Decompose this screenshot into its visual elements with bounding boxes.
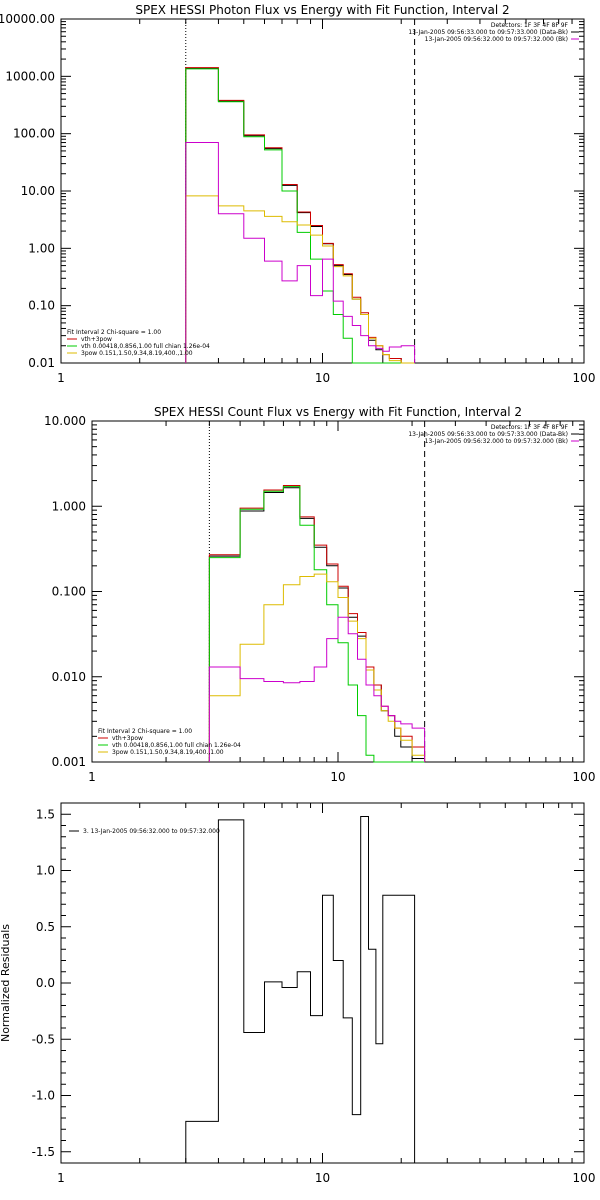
y-tick-label: 10.000 [44,414,86,428]
x-tick-label: 10 [315,1171,330,1185]
chart-title: SPEX HESSI Photon Flux vs Energy with Fi… [135,3,509,17]
x-tick-label: 1 [57,371,65,385]
y-tick-label: 0.10 [28,299,55,313]
x-tick-label: 1 [88,770,96,784]
legend-tr-item: 13-Jan-2005 09:56:32.000 to 09:57:32.000… [425,36,568,43]
x-tick-label: 10 [315,371,330,385]
y-tick-label: 100.00 [13,127,55,141]
legend-bl-item: Fit Interval 2 Chi-square = 1.00 [67,329,161,336]
y-tick-label: 0.100 [52,585,86,599]
y-tick-label: 1.00 [28,241,55,255]
series-3pow [185,195,415,364]
y-tick-label: 10000.00 [0,12,55,26]
panel-1: SPEX HESSI Photon Flux vs Energy with Fi… [0,3,595,385]
y-tick-label: 0.010 [52,670,86,684]
x-tick-label: 100 [573,770,596,784]
y-tick-label: 0.001 [52,755,86,769]
series-vth-3pow [185,67,415,364]
series-vth-3pow [208,485,426,762]
series-bk [185,142,416,363]
y-tick-label: -0.5 [32,1032,55,1046]
legend-bl-item: 3pow 0.151,1.50,9.34,8.19,400.,1.00 [112,749,224,756]
y-tick-label: 0.0 [36,976,55,990]
y-tick-label: 1.5 [36,807,55,821]
x-tick-label: 100 [573,1171,596,1185]
legend-tr-item: 13-Jan-2005 09:56:33.000 to 09:57:33.000… [408,29,568,36]
legend-bl-item: 3pow 0.151,1.50,9.34,8.19,400.,1.00 [81,350,193,357]
legend-tr-item: Detectors: 1F 3F 4F 8F 9F [491,22,569,29]
legend-tr-item: Detectors: 1F 3F 4F 8F 9F [491,424,569,431]
legend-bl-item: vth 0.00418,0.856,1.00 full chian 1.26e-… [112,742,241,749]
series-data-bk [185,67,415,364]
y-tick-label: 1.0 [36,864,55,878]
y-tick-label: 0.5 [36,920,55,934]
series-residuals [185,816,416,1163]
series-vth [185,68,415,364]
legend-tl-item: 3. 13-Jan-2005 09:56:32.000 to 09:57:32.… [83,828,220,835]
legend-bl-item: vth 0.00418,0.856,1.00 full chian 1.26e-… [81,343,210,350]
x-tick-label: 1 [57,1171,65,1185]
y-tick-label: -1.0 [32,1089,55,1103]
panel-2: SPEX HESSI Count Flux vs Energy with Fit… [44,405,595,784]
series-3pow [208,573,426,762]
plot-frame [60,18,585,364]
y-tick-label: 1000.00 [5,69,55,83]
legend-tr-item: 13-Jan-2005 09:56:32.000 to 09:57:32.000… [425,438,568,445]
x-tick-label: 10 [330,770,345,784]
x-tick-label: 100 [573,371,596,385]
legend-bl-item: vth+3pow [112,735,143,742]
y-tick-label: 1.000 [52,499,86,513]
y-tick-label: 10.00 [21,184,55,198]
series-vth [208,486,425,763]
series-bk [208,616,426,762]
legend-bl-item: vth+3pow [81,336,112,343]
y-axis-label: Normalized Residuals [0,924,12,1042]
y-tick-label: 0.01 [28,356,55,370]
y-tick-label: -1.5 [32,1145,55,1159]
series-data-bk [208,487,426,762]
panel-3: 1 10 100 -1.5 -1.0 -0.5 0.0 0.5 1.0 1.5 Normalized… [0,802,596,1185]
legend-tr-item: 13-Jan-2005 09:56:33.000 to 09:57:33.000… [408,431,568,438]
chart-title: SPEX HESSI Count Flux vs Energy with Fit… [154,405,522,419]
legend-bl-item: Fit Interval 2 Chi-square = 1.00 [98,728,192,735]
